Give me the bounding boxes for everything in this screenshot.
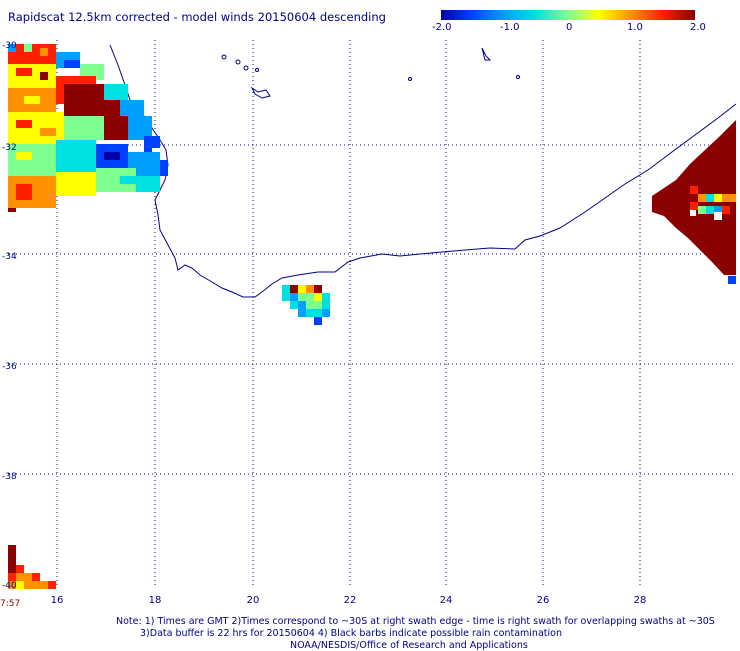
lat-label-32: -32 [2, 143, 17, 153]
lat-label-40: -40 [2, 581, 17, 591]
lat-label-36: -36 [2, 362, 17, 372]
lat-label-34: -34 [2, 252, 17, 262]
swath-center [282, 285, 330, 325]
lon-label-28: 28 [634, 595, 647, 606]
colorbar-label-zero: 0 [566, 22, 573, 33]
map-title: Rapidscat 12.5km corrected - model winds… [8, 10, 386, 24]
coastline [109, 44, 737, 298]
lat-label-30: -30 [2, 41, 17, 51]
swath-east [652, 120, 736, 284]
note-line-2: 3)Data buffer is 22 hrs for 20150604 4) … [140, 628, 562, 639]
lat-labels: -30 -32 -34 -36 -38 -40 [2, 41, 17, 591]
note-line-1: Note: 1) Times are GMT 2)Times correspon… [116, 616, 715, 627]
time-label: 7:57 [0, 599, 21, 609]
islands [221, 47, 520, 99]
lon-label-16: 16 [51, 595, 64, 606]
gridlines [8, 40, 735, 585]
colorbar-label-neg1: -1.0 [500, 22, 520, 33]
lon-label-26: 26 [537, 595, 550, 606]
swath-bottom-left [8, 545, 56, 589]
colorbar-label-max: 2.0 [690, 22, 706, 33]
colorbar [441, 10, 695, 20]
note-line-3: NOAA/NESDIS/Office of Research and Appli… [290, 640, 528, 651]
colorbar-label-min: -2.0 [432, 22, 452, 33]
lon-labels: 16 18 20 22 24 26 28 [51, 595, 647, 606]
colorbar-label-pos1: 1.0 [627, 22, 643, 33]
lat-label-38: -38 [2, 472, 17, 482]
lon-label-22: 22 [344, 595, 357, 606]
lon-label-24: 24 [440, 595, 453, 606]
lon-label-20: 20 [247, 595, 260, 606]
lon-label-18: 18 [149, 595, 162, 606]
swath-west [8, 44, 168, 212]
